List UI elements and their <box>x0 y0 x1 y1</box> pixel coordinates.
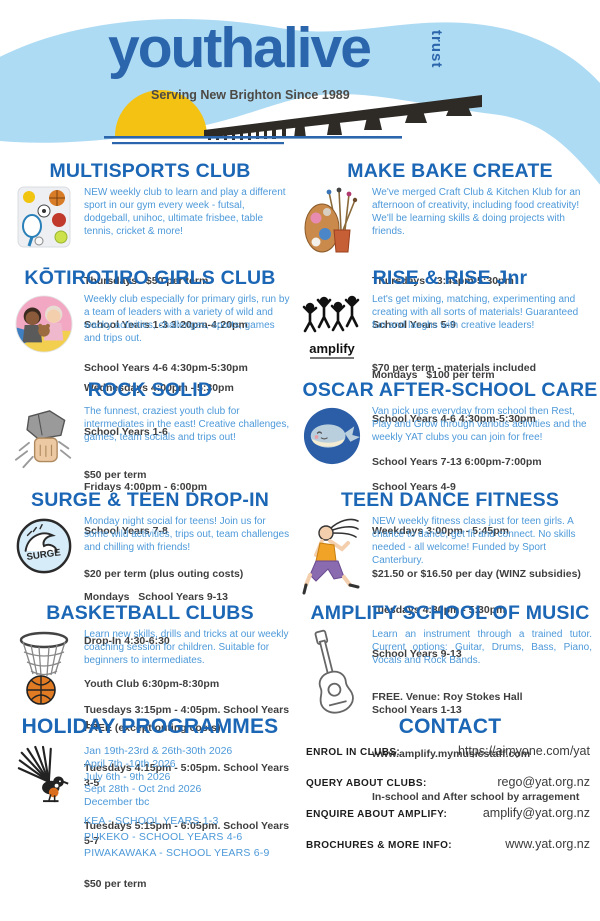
contact-label: QUERY ABOUT CLUBS: <box>306 778 427 789</box>
section-details: Thursdays 3:45pm-5:30pm School Years 5-9… <box>372 275 536 374</box>
section-description: We've merged Craft Club & Kitchen Klub f… <box>372 187 581 237</box>
section-details: School Years 1-13 www.amplify.mymusicsta… <box>372 674 592 834</box>
section-make-bake-create: MAKE BAKE CREATE We've merged Craf <box>300 158 600 374</box>
section-description: Weekly club especially for primary girls… <box>84 294 290 344</box>
girls-club-icon <box>14 293 74 355</box>
section-title: MULTISPORTS CLUB <box>49 160 251 182</box>
section-title: BASKETBALL CLUBS <box>46 602 254 624</box>
amplify-email-link[interactable]: amplify@yat.org.nz <box>482 806 590 820</box>
section-description: Van pick ups everyday from school then R… <box>372 406 587 443</box>
section-description: Learn an instrument through a trained tu… <box>372 629 592 666</box>
section-multisports-club: MULTISPORTS CLUB NEW weekly club to lear… <box>0 158 300 374</box>
contact-row-info: BROCHURES & MORE INFO: www.yat.org.nz <box>306 837 590 851</box>
section-title: AMPLIFY SCHOOL OF MUSIC <box>310 602 590 624</box>
surge-wave-icon: SURGE <box>14 515 74 577</box>
sections-grid: MULTISPORTS CLUB NEW weekly club to lear… <box>0 158 600 890</box>
section-details: Thursdays $50 per term School Years 1-3 … <box>84 275 248 374</box>
section-description: Learn new skills, drills and tricks at o… <box>84 629 289 666</box>
contact-title: CONTACT <box>398 715 502 738</box>
section-description: NEW weekly club to learn and play a diff… <box>84 187 286 237</box>
section-title: MAKE BAKE CREATE <box>347 160 553 182</box>
section-details: Tuesdays 4:30pm - 5:30pm School Years 9-… <box>372 604 523 703</box>
section-description: Let's get mixing, matching, experimentin… <box>372 294 579 331</box>
section-title: HOLIDAY PROGRAMMES <box>21 715 279 738</box>
logo-youthalive: youthalive <box>108 16 372 80</box>
section-contact: CONTACT ENROL IN CLUBS: https://aimyone.… <box>300 714 600 868</box>
sports-equipment-icon <box>14 186 74 248</box>
tagline: Serving New Brighton Since 1989 <box>151 88 350 102</box>
guitar-icon <box>302 628 362 732</box>
section-title: TEEN DANCE FITNESS <box>340 489 560 511</box>
amplify-crowd-icon: amplify <box>302 293 362 367</box>
basketball-hoop-icon <box>14 628 74 710</box>
sea-line <box>112 142 284 145</box>
contact-label: ENROL IN CLUBS: <box>306 747 401 758</box>
section-holiday-programmes: HOLIDAY PROGRAMMES <box>0 714 300 868</box>
contact-label: ENQUIRE ABOUT AMPLIFY: <box>306 809 448 820</box>
section-kotirotiro-girls-club: KŌTIROTIRO GIRLS CLUB <box>0 265 300 481</box>
amplify-website-link[interactable]: www.amplify.mymusicstaff.com <box>372 747 531 760</box>
section-title: SURGE & TEEN DROP-IN <box>30 489 270 511</box>
contact-label: BROCHURES & MORE INFO: <box>306 840 453 851</box>
contact-row-amplify: ENQUIRE ABOUT AMPLIFY: amplify@yat.org.n… <box>306 806 590 820</box>
section-teen-dance-fitness: TEEN DANCE FITNESS NEW weekly fitness cl… <box>300 487 600 703</box>
rego-email-link[interactable]: rego@yat.org.nz <box>497 775 590 789</box>
section-details: Mondays School Years 9-13 Drop-In 4:30-6… <box>84 591 228 734</box>
contact-row-enrol: ENROL IN CLUBS: https://aimyone.com/yat <box>306 744 590 758</box>
section-title: ROCK SOLID <box>87 379 213 401</box>
sea-line <box>104 136 402 139</box>
section-details: School Years 4-9 Weekdays 3:00pm - 5:45p… <box>372 481 581 580</box>
contact-rows: ENROL IN CLUBS: https://aimyone.com/yat … <box>300 744 600 851</box>
amplify-wordmark: amplify <box>309 341 355 356</box>
dancer-icon <box>302 515 362 601</box>
wave-shape <box>0 19 600 185</box>
section-title: RISE & RISE Jnr <box>372 267 528 289</box>
section-oscar-after-school-care: OSCAR AFTER-SCHOOL CARE Van pick ups eve… <box>300 377 600 580</box>
section-surge-teen-drop-in: SURGE & TEEN DROP-IN SURGE Monday night … <box>0 487 300 734</box>
enrol-url-link[interactable]: https://aimyone.com/yat <box>457 744 590 758</box>
fist-rock-icon <box>14 405 74 475</box>
header-banner: youthalive trust Serving New Brighton Si… <box>0 0 600 210</box>
section-description: The funnest, craziest youth club for int… <box>84 406 290 443</box>
section-details: Fridays 4:00pm - 6:00pm School Years 7-8… <box>84 481 244 580</box>
whale-icon <box>302 405 362 467</box>
fantail-bird-icon <box>14 742 74 808</box>
section-basketball-clubs: BASKETBALL CLUBS Learn new skills, drill… <box>0 600 300 890</box>
holiday-groups: KEA - SCHOOL YEARS 1-3 PUKEKO - SCHOOL Y… <box>84 814 270 859</box>
section-title: OSCAR AFTER-SCHOOL CARE <box>302 379 598 401</box>
logo-trust: trust <box>428 30 445 69</box>
pier-legs <box>208 102 472 140</box>
section-description: Monday night social for teens! Join us f… <box>84 516 290 553</box>
contact-row-query: QUERY ABOUT CLUBS: rego@yat.org.nz <box>306 775 590 789</box>
paint-palette-icon <box>302 186 362 258</box>
section-amplify-school-of-music: AMPLIFY SCHOOL OF MUSIC Learn an instrum… <box>300 600 600 803</box>
section-rock-solid: ROCK SOLID The funnest, craziest youth c… <box>0 377 300 580</box>
wave-sun-pier-artwork <box>0 19 600 185</box>
section-details: Wednesdays 4:00pm - 5:30pm School Years … <box>84 382 234 481</box>
website-link[interactable]: www.yat.org.nz <box>505 837 590 851</box>
section-details: Mondays $100 per term School Years 4-6 4… <box>372 369 542 468</box>
section-description: NEW weekly fitness class just for teen g… <box>372 516 576 566</box>
sun-icon <box>115 90 207 136</box>
holiday-dates: Jan 19th-23rd & 26th-30th 2026 April 7th… <box>84 745 233 809</box>
surge-wordmark: SURGE <box>26 547 62 563</box>
section-title: KŌTIROTIRO GIRLS CLUB <box>24 267 276 289</box>
section-rise-and-rise-jnr: RISE & RISE Jnr amplify Let's get mixing… <box>300 265 600 468</box>
